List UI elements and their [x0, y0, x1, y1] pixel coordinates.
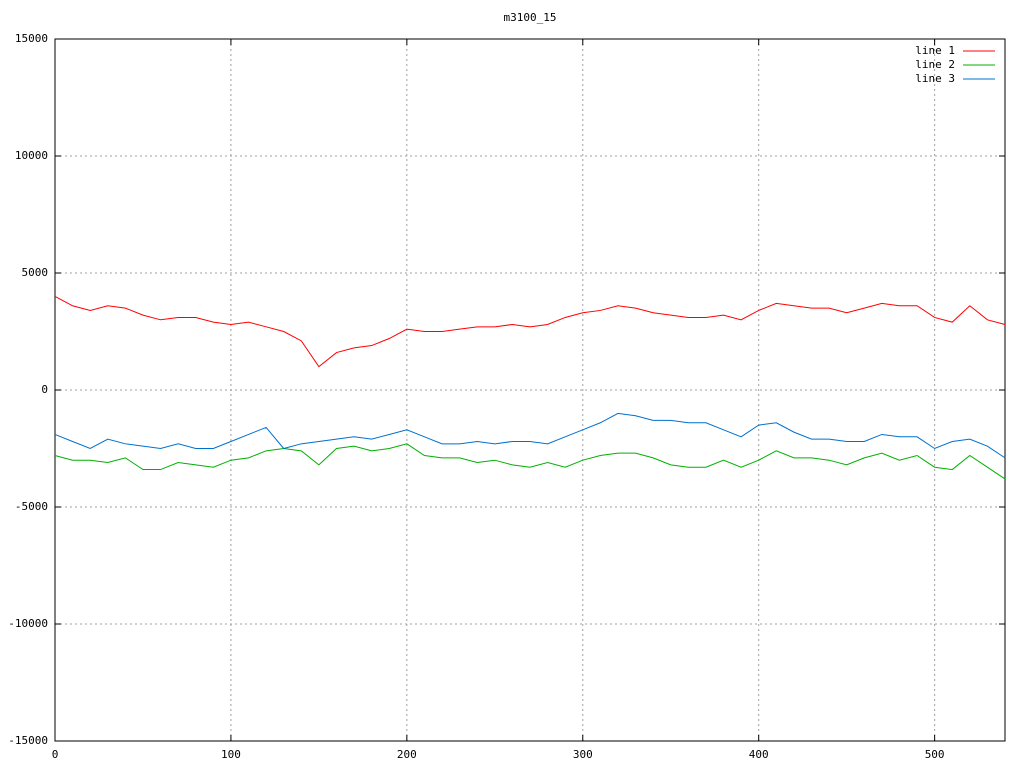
- y-tick-label: 0: [41, 383, 48, 396]
- series-line: [54, 295, 1006, 368]
- legend-label: line 1: [915, 44, 955, 57]
- y-tick-label: 5000: [22, 266, 49, 279]
- y-tick-label: 10000: [15, 149, 48, 162]
- legend-label: line 3: [915, 72, 955, 85]
- x-tick-label: 400: [749, 748, 769, 761]
- chart-title: m3100_15: [504, 11, 557, 24]
- x-tick-label: 200: [397, 748, 417, 761]
- series-line: [54, 412, 1006, 459]
- x-tick-label: 100: [221, 748, 241, 761]
- y-tick-label: 15000: [15, 32, 48, 45]
- x-tick-label: 500: [925, 748, 945, 761]
- y-tick-label: -5000: [15, 500, 48, 513]
- legend-label: line 2: [915, 58, 955, 71]
- plot-border: [54, 38, 1006, 742]
- x-tick-label: 0: [52, 748, 59, 761]
- x-tick-label: 300: [573, 748, 593, 761]
- y-tick-label: -15000: [8, 734, 48, 747]
- series-line: [54, 443, 1006, 480]
- y-tick-label: -10000: [8, 617, 48, 630]
